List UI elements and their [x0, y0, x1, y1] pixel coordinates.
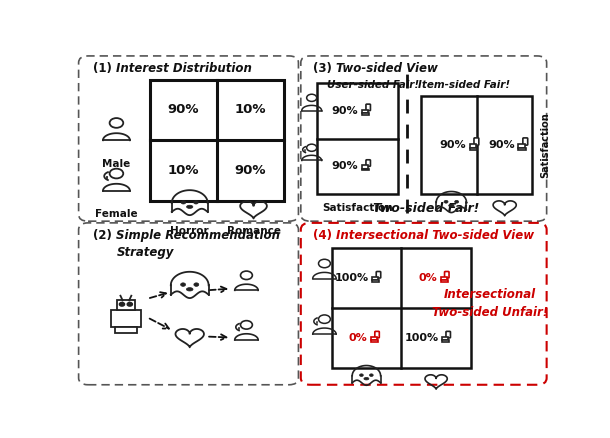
Text: (1): (1): [93, 62, 112, 74]
Bar: [518, 148, 526, 150]
Text: 10%: 10%: [168, 164, 199, 177]
Bar: [371, 340, 378, 342]
Bar: [317, 83, 398, 194]
FancyBboxPatch shape: [366, 104, 370, 111]
Circle shape: [359, 374, 364, 377]
Text: Romance: Romance: [226, 226, 281, 236]
Ellipse shape: [187, 205, 193, 208]
Bar: [362, 113, 369, 115]
FancyBboxPatch shape: [445, 272, 449, 278]
Text: 0%: 0%: [418, 273, 437, 283]
Ellipse shape: [449, 204, 454, 207]
Bar: [117, 300, 135, 310]
Bar: [422, 96, 533, 194]
Text: Male: Male: [102, 159, 131, 169]
Circle shape: [127, 302, 132, 306]
Bar: [110, 310, 141, 327]
Bar: [441, 280, 448, 282]
Circle shape: [454, 200, 459, 203]
Text: Two-sided Fair!: Two-sided Fair!: [373, 202, 479, 215]
Text: Simple Recommendation
Strategy: Simple Recommendation Strategy: [117, 229, 281, 258]
Bar: [115, 327, 137, 333]
Text: Satisfaction: Satisfaction: [540, 113, 551, 178]
Bar: [442, 337, 448, 340]
Text: Interest Distribution: Interest Distribution: [117, 62, 253, 74]
Text: 90%: 90%: [331, 106, 357, 116]
Text: 90%: 90%: [439, 140, 466, 150]
Bar: [332, 248, 471, 368]
Text: 90%: 90%: [331, 161, 357, 171]
Bar: [442, 340, 449, 342]
Circle shape: [370, 374, 373, 377]
Text: 90%: 90%: [235, 164, 267, 177]
FancyBboxPatch shape: [375, 332, 379, 338]
Circle shape: [120, 302, 124, 306]
Bar: [362, 165, 368, 169]
Text: (2): (2): [93, 229, 112, 242]
Bar: [518, 144, 525, 148]
Bar: [362, 110, 368, 113]
Text: Intersectional
Two-sided Unfair!: Intersectional Two-sided Unfair!: [432, 288, 548, 319]
FancyBboxPatch shape: [523, 138, 528, 145]
FancyBboxPatch shape: [376, 272, 381, 278]
FancyBboxPatch shape: [366, 160, 370, 166]
Text: Two-sided View: Two-sided View: [336, 62, 438, 74]
Text: Intersectional Two-sided View: Intersectional Two-sided View: [336, 229, 534, 242]
Text: 10%: 10%: [235, 103, 267, 117]
Bar: [373, 280, 379, 282]
Text: Satisfaction: Satisfaction: [322, 203, 393, 212]
Text: 100%: 100%: [335, 273, 369, 283]
Bar: [441, 277, 447, 280]
Circle shape: [194, 283, 199, 286]
Bar: [470, 144, 476, 148]
Circle shape: [444, 200, 448, 203]
Ellipse shape: [187, 288, 193, 291]
Text: (3): (3): [312, 62, 331, 74]
FancyBboxPatch shape: [446, 332, 450, 338]
Bar: [373, 277, 378, 280]
Text: 0%: 0%: [348, 333, 367, 343]
Circle shape: [181, 201, 186, 204]
Text: User-sided Fair!: User-sided Fair!: [327, 80, 419, 89]
Text: 90%: 90%: [168, 103, 199, 117]
Ellipse shape: [364, 378, 369, 380]
Bar: [362, 169, 369, 170]
Text: Female: Female: [95, 209, 138, 219]
Bar: [149, 80, 284, 201]
Bar: [371, 337, 377, 340]
Circle shape: [193, 201, 198, 204]
Bar: [470, 148, 477, 150]
Text: (4): (4): [312, 229, 332, 242]
Text: Item-sided Fair!: Item-sided Fair!: [418, 80, 510, 89]
Text: 90%: 90%: [488, 140, 515, 150]
FancyBboxPatch shape: [474, 138, 479, 145]
Circle shape: [181, 283, 185, 286]
Text: 100%: 100%: [405, 333, 439, 343]
Text: Horror: Horror: [170, 226, 209, 236]
